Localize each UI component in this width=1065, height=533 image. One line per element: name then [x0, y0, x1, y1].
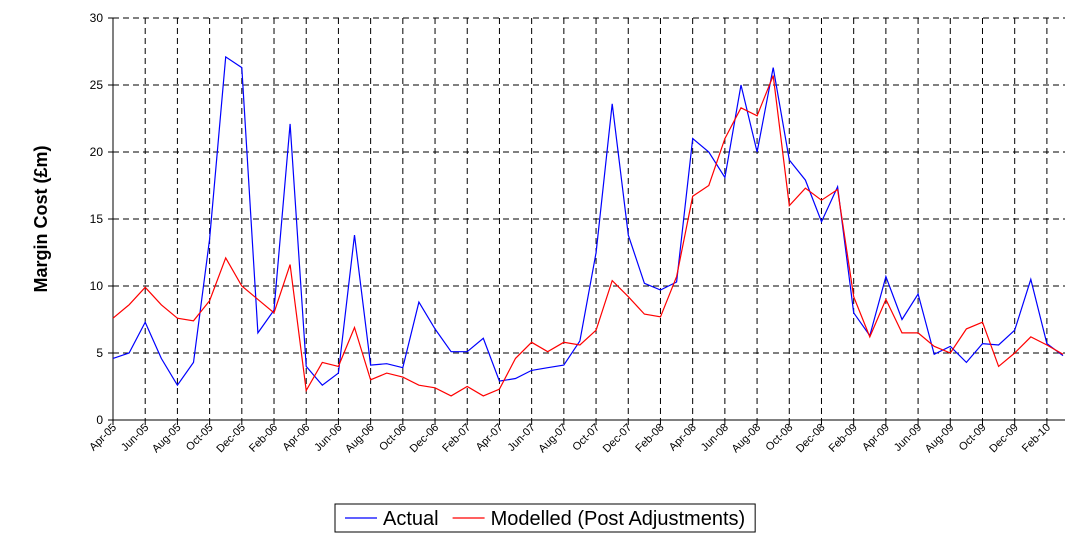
y-tick-label: 30: [90, 11, 104, 25]
y-tick-label: 0: [96, 413, 103, 427]
x-tick-label: Oct-08: [764, 422, 796, 454]
x-tick-label: Dec-07: [601, 422, 635, 456]
x-tick-label: Jun-06: [312, 422, 344, 454]
legend: Actual Modelled (Post Adjustments): [334, 503, 756, 533]
x-tick-label: Dec-09: [987, 422, 1021, 456]
x-tick-label: Jun-09: [892, 422, 924, 454]
x-tick-label: Dec-08: [794, 422, 828, 456]
x-tick-label: Apr-07: [474, 422, 506, 454]
x-tick-label: Aug-08: [730, 422, 764, 456]
x-tick-label: Dec-06: [408, 422, 442, 456]
series-line: [112, 75, 1064, 397]
legend-box: [334, 503, 756, 533]
x-tick-label: Aug-09: [923, 422, 957, 456]
y-tick-label: 10: [90, 279, 104, 293]
y-axis-title: Margin Cost (£m): [31, 145, 51, 292]
legend-label: Actual: [383, 508, 439, 530]
x-tick-label: Jun-05: [119, 422, 151, 454]
x-tick-label: Feb-06: [247, 422, 280, 455]
x-tick-label: Apr-09: [860, 422, 892, 454]
x-tick-label: Aug-05: [150, 422, 184, 456]
x-tick-label: Oct-09: [957, 422, 989, 454]
x-tick-label: Jun-08: [699, 422, 731, 454]
x-tick-label: Feb-07: [440, 422, 473, 455]
y-tick-label: 5: [96, 346, 103, 360]
x-tick-label: Apr-08: [667, 422, 699, 454]
x-tick-label: Jun-07: [505, 422, 537, 454]
x-tick-label: Oct-05: [184, 422, 216, 454]
x-tick-label: Feb-08: [633, 422, 666, 455]
x-tick-label: Apr-06: [280, 422, 312, 454]
x-tick-label: Feb-10: [1020, 422, 1053, 455]
x-tick-label: Oct-07: [570, 422, 602, 454]
x-tick-label: Apr-05: [87, 422, 119, 454]
x-tick-label: Aug-07: [536, 422, 570, 456]
series-line: [112, 55, 1064, 387]
x-tick-label: Feb-09: [827, 422, 860, 455]
x-tick-label: Oct-06: [377, 422, 409, 454]
legend-label: Modelled (Post Adjustments): [491, 508, 746, 530]
x-tick-label: Aug-06: [343, 422, 377, 456]
y-tick-label: 15: [90, 212, 104, 226]
x-tick-label: Dec-05: [214, 422, 248, 456]
y-tick-label: 20: [90, 145, 104, 159]
y-tick-label: 25: [90, 78, 104, 92]
